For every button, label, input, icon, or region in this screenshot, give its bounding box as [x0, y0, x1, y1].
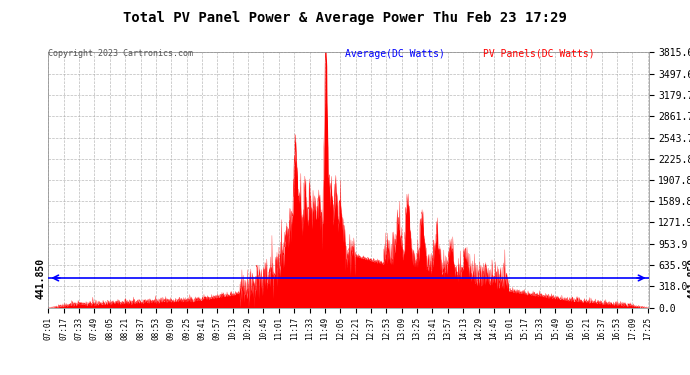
- Text: 441.850: 441.850: [688, 257, 690, 298]
- Text: Copyright 2023 Cartronics.com: Copyright 2023 Cartronics.com: [48, 49, 193, 58]
- Text: PV Panels(DC Watts): PV Panels(DC Watts): [483, 49, 595, 59]
- Text: Total PV Panel Power & Average Power Thu Feb 23 17:29: Total PV Panel Power & Average Power Thu…: [123, 11, 567, 25]
- Text: 441.850: 441.850: [35, 257, 46, 298]
- Text: Average(DC Watts): Average(DC Watts): [345, 49, 445, 59]
